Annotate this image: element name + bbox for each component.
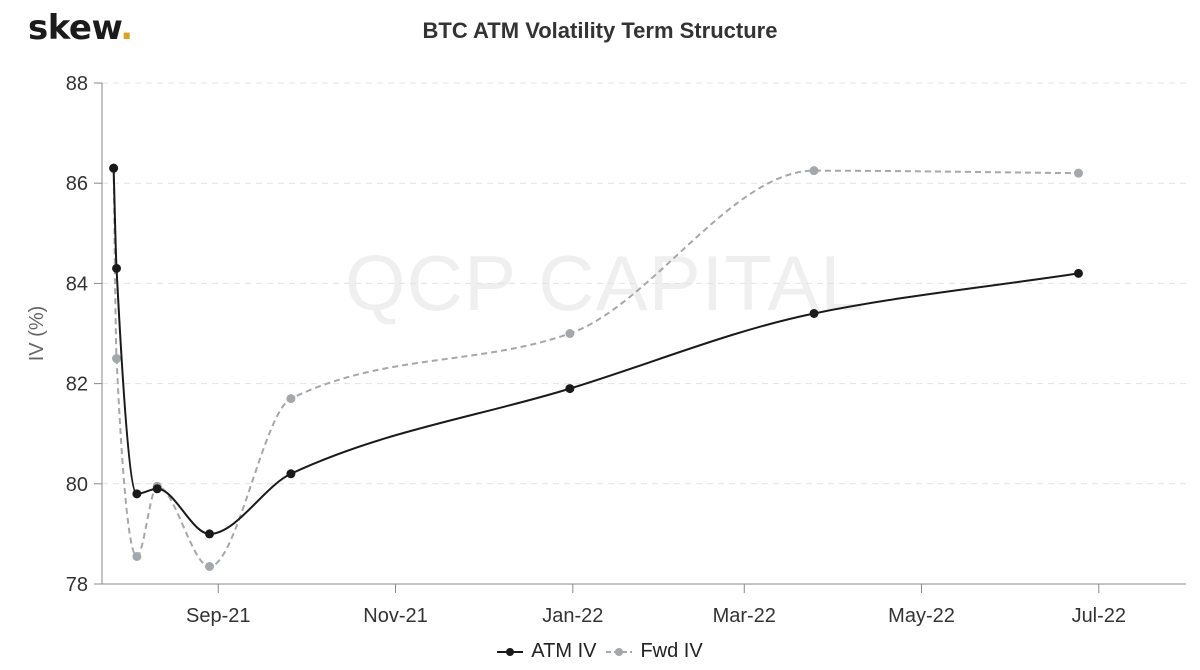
legend-label-fwd-iv: Fwd IV (640, 640, 703, 662)
point-atm-iv-1 (112, 263, 122, 273)
point-atm-iv-3 (152, 484, 162, 494)
x-tick-label-Jan-22: Jan-22 (542, 605, 603, 627)
legend-swatch-atm-iv (497, 645, 524, 659)
logo-dot: . (120, 8, 133, 48)
point-fwd-iv-5 (286, 394, 296, 404)
chart-legend: ATM IV Fwd IV (0, 640, 1200, 663)
legend-item-atm-iv[interactable]: ATM IV (497, 640, 596, 663)
x-tick-label-Nov-21: Nov-21 (363, 605, 427, 627)
y-tick-label-88: 88 (66, 73, 88, 95)
legend-swatch-fwd-iv (606, 645, 633, 659)
point-atm-iv-5 (286, 469, 296, 479)
chart-title: BTC ATM Volatility Term Structure (422, 18, 778, 43)
skew-logo: skew. (28, 8, 133, 48)
point-atm-iv-8 (1073, 268, 1083, 278)
y-tick-label-82: 82 (66, 374, 88, 396)
point-atm-iv-2 (132, 489, 142, 499)
y-tick-label-86: 86 (66, 173, 88, 195)
point-fwd-iv-1 (112, 354, 122, 364)
point-fwd-iv-7 (809, 166, 819, 176)
point-atm-iv-6 (565, 384, 575, 394)
series-line-fwd-iv (112, 168, 1079, 568)
logo-text: skew (28, 8, 121, 48)
point-atm-iv-0 (109, 163, 119, 173)
x-tick-label-May-22: May-22 (888, 605, 955, 627)
y-tick-label-80: 80 (66, 474, 88, 496)
x-tick-label-Jul-22: Jul-22 (1072, 605, 1126, 627)
x-tick-label-Sep-21: Sep-21 (186, 605, 251, 627)
point-atm-iv-7 (809, 308, 819, 318)
point-atm-iv-4 (205, 529, 215, 539)
legend-item-fwd-iv[interactable]: Fwd IV (606, 640, 703, 663)
x-tick-label-Mar-22: Mar-22 (713, 605, 776, 627)
y-axis-title: IV (%) (26, 306, 48, 362)
point-fwd-iv-4 (205, 561, 215, 571)
point-fwd-iv-6 (565, 329, 575, 338)
y-tick-label-84: 84 (66, 273, 88, 295)
y-tick-label-78: 78 (66, 574, 88, 596)
point-fwd-iv-8 (1073, 168, 1083, 178)
legend-label-atm-iv: ATM IV (531, 640, 597, 662)
point-fwd-iv-2 (132, 551, 142, 561)
series-line-atm-iv (112, 168, 1079, 535)
